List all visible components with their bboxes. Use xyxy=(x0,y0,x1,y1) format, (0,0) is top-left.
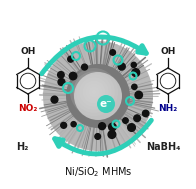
Text: NH₂: NH₂ xyxy=(158,104,178,113)
Text: OH: OH xyxy=(160,47,176,56)
Circle shape xyxy=(99,123,105,130)
Circle shape xyxy=(79,77,109,107)
Circle shape xyxy=(51,96,58,103)
Circle shape xyxy=(73,71,115,113)
Circle shape xyxy=(86,84,102,100)
Circle shape xyxy=(71,122,76,127)
Circle shape xyxy=(83,81,105,103)
Circle shape xyxy=(82,64,87,70)
Text: NaBH₄: NaBH₄ xyxy=(146,142,180,152)
Circle shape xyxy=(109,123,116,131)
Text: OH: OH xyxy=(20,47,36,56)
Circle shape xyxy=(142,110,149,117)
Circle shape xyxy=(110,50,115,55)
Text: e⁻: e⁻ xyxy=(100,99,112,109)
Circle shape xyxy=(108,131,116,138)
Circle shape xyxy=(118,63,125,70)
Circle shape xyxy=(70,68,118,116)
Circle shape xyxy=(89,87,99,97)
Circle shape xyxy=(132,84,137,89)
Circle shape xyxy=(66,64,130,128)
Circle shape xyxy=(68,56,74,62)
Circle shape xyxy=(97,95,115,113)
Circle shape xyxy=(131,62,136,67)
Circle shape xyxy=(74,72,122,120)
Circle shape xyxy=(76,74,112,110)
Text: NO₂: NO₂ xyxy=(18,104,38,113)
Circle shape xyxy=(135,91,142,99)
Text: H₂: H₂ xyxy=(16,142,28,152)
Circle shape xyxy=(58,72,64,78)
Circle shape xyxy=(69,72,77,80)
Circle shape xyxy=(58,79,65,85)
Circle shape xyxy=(61,122,67,128)
Circle shape xyxy=(128,124,135,131)
Text: Ni/SiO$_2$ MHMs: Ni/SiO$_2$ MHMs xyxy=(64,165,132,179)
Circle shape xyxy=(123,118,128,123)
Circle shape xyxy=(132,69,140,77)
Circle shape xyxy=(92,90,96,94)
Circle shape xyxy=(95,134,101,139)
Circle shape xyxy=(43,41,153,151)
Circle shape xyxy=(134,115,141,122)
